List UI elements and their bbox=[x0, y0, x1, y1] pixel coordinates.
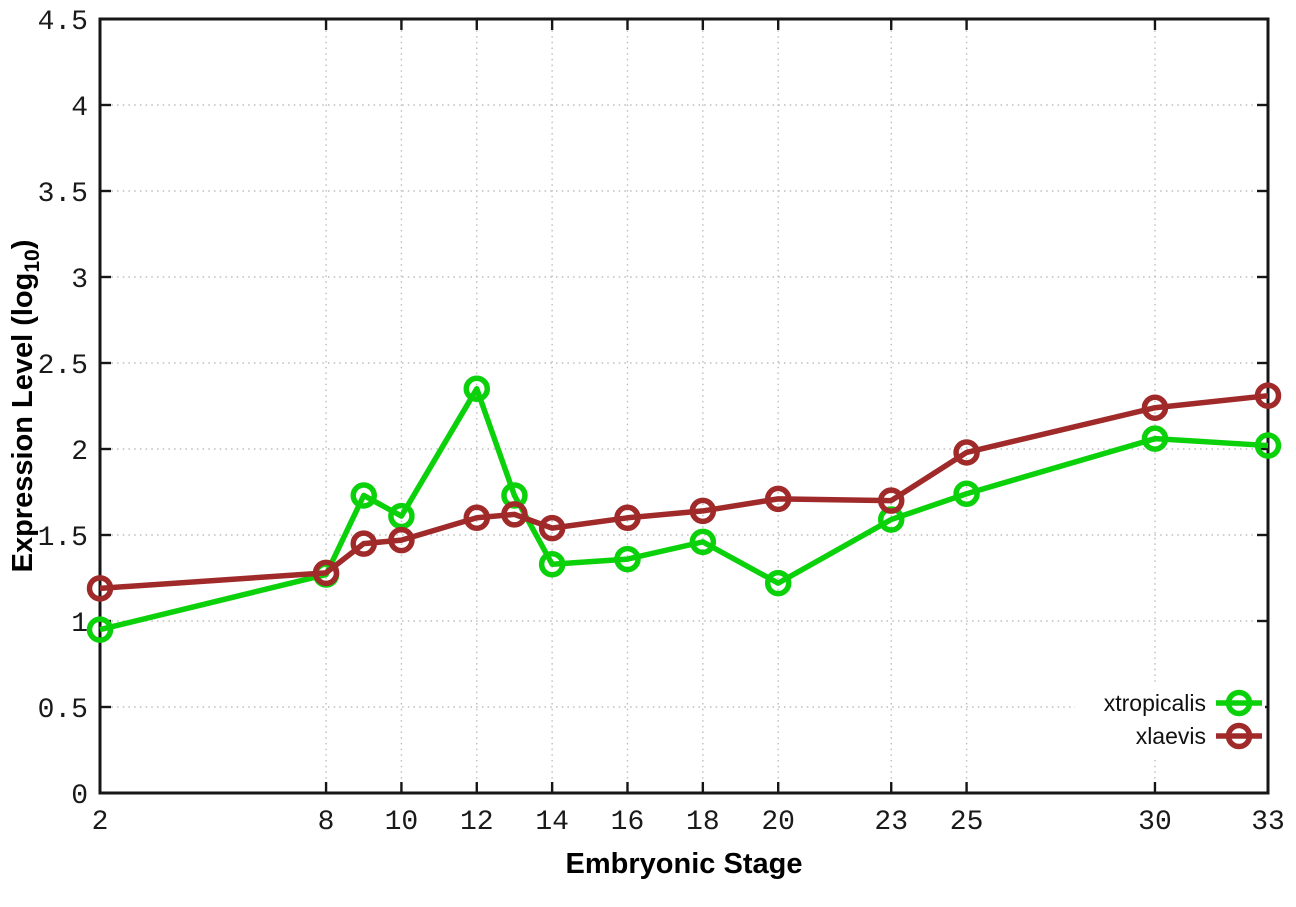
data-point-xtropicalis-stage-2 bbox=[86, 616, 114, 643]
data-point-xtropicalis-stage-12 bbox=[463, 375, 491, 403]
data-point-xlaevis-stage-12 bbox=[463, 504, 491, 532]
data-point-xlaevis-stage-16 bbox=[614, 504, 641, 532]
y-tick-label-1: 1 bbox=[71, 609, 88, 640]
x-tick-label-10: 10 bbox=[385, 807, 419, 838]
tick-marks bbox=[98, 17, 1270, 795]
data-point-xtropicalis-stage-10 bbox=[388, 502, 415, 530]
data-point-xlaevis-stage-30 bbox=[1141, 394, 1169, 421]
x-tick-label-30: 30 bbox=[1138, 807, 1172, 838]
data-point-xtropicalis-stage-20 bbox=[764, 569, 792, 597]
data-point-xtropicalis-stage-14 bbox=[538, 550, 566, 578]
x-tick-label-8: 8 bbox=[318, 807, 335, 838]
plot-border bbox=[98, 17, 1270, 795]
legend-marker-xlaevis bbox=[1225, 722, 1253, 750]
legend: xtropicalis xlaevis bbox=[1075, 684, 1265, 756]
y-tick-label-4.5: 4.5 bbox=[38, 7, 88, 38]
x-tick-label-16: 16 bbox=[611, 807, 645, 838]
legend-item-xtropicalis: xtropicalis bbox=[1104, 689, 1262, 717]
x-tick-label-25: 25 bbox=[950, 807, 984, 838]
y-tick-label-0: 0 bbox=[71, 781, 88, 812]
data-point-xtropicalis-stage-18 bbox=[689, 528, 717, 556]
legend-marker-xtropicalis bbox=[1225, 689, 1253, 717]
y-tick-labels: 0 0.5 1 1.5 2 2.5 3 3.5 4 4.5 bbox=[38, 7, 88, 812]
y-tick-label-2.5: 2.5 bbox=[38, 351, 88, 382]
legend-label-xtropicalis: xtropicalis bbox=[1104, 690, 1206, 716]
x-tick-label-2: 2 bbox=[92, 807, 109, 838]
x-tick-labels: 2 8 10 12 14 16 18 20 23 25 30 33 bbox=[92, 807, 1285, 838]
series-line-xlaevis bbox=[99, 392, 1269, 592]
series-xlaevis bbox=[86, 382, 1282, 602]
series-line-xtropicalis bbox=[99, 386, 1269, 633]
data-point-xlaevis-stage-14 bbox=[538, 514, 566, 542]
y-tick-label-0.5: 0.5 bbox=[38, 695, 88, 726]
x-tick-label-33: 33 bbox=[1251, 807, 1285, 838]
x-tick-label-14: 14 bbox=[535, 807, 569, 838]
y-tick-label-1.5: 1.5 bbox=[38, 523, 88, 554]
legend-item-xlaevis: xlaevis bbox=[1136, 722, 1262, 750]
series-xtropicalis bbox=[86, 375, 1282, 643]
y-tick-label-4: 4 bbox=[71, 93, 88, 124]
x-axis-title: Embryonic Stage bbox=[566, 848, 803, 880]
legend-label-xlaevis: xlaevis bbox=[1136, 723, 1206, 749]
data-point-xlaevis-stage-13 bbox=[501, 501, 528, 528]
plot-layers: 2 8 10 12 14 16 18 20 23 25 30 33 0 0.5 1 1.5 2 2.5 3 3.5 4 4… bbox=[38, 7, 1285, 838]
x-tick-label-18: 18 bbox=[686, 807, 720, 838]
data-point-xlaevis-stage-25 bbox=[953, 439, 980, 466]
y-axis-title: Expression Level (log10) bbox=[7, 240, 44, 573]
y-tick-label-3.5: 3.5 bbox=[38, 179, 88, 210]
data-point-xtropicalis-stage-9 bbox=[350, 482, 377, 509]
x-tick-label-23: 23 bbox=[874, 807, 908, 838]
data-point-xtropicalis-stage-25 bbox=[953, 480, 980, 507]
data-point-xlaevis-stage-8 bbox=[312, 559, 340, 587]
y-tick-label-3: 3 bbox=[71, 265, 88, 296]
data-point-xtropicalis-stage-33 bbox=[1254, 432, 1282, 459]
data-point-xlaevis-stage-2 bbox=[86, 575, 114, 602]
data-point-xtropicalis-stage-16 bbox=[614, 545, 641, 573]
data-point-xlaevis-stage-33 bbox=[1254, 382, 1282, 409]
x-tick-label-12: 12 bbox=[460, 807, 494, 838]
gridlines bbox=[100, 19, 1268, 793]
data-point-xlaevis-stage-20 bbox=[764, 485, 792, 513]
data-point-xlaevis-stage-23 bbox=[877, 487, 905, 514]
data-point-xtropicalis-stage-30 bbox=[1141, 425, 1169, 452]
data-point-xlaevis-stage-10 bbox=[388, 526, 415, 554]
data-point-xlaevis-stage-9 bbox=[350, 530, 377, 557]
x-tick-label-20: 20 bbox=[761, 807, 795, 838]
y-tick-label-2: 2 bbox=[71, 437, 88, 468]
data-point-xlaevis-stage-18 bbox=[689, 497, 717, 525]
